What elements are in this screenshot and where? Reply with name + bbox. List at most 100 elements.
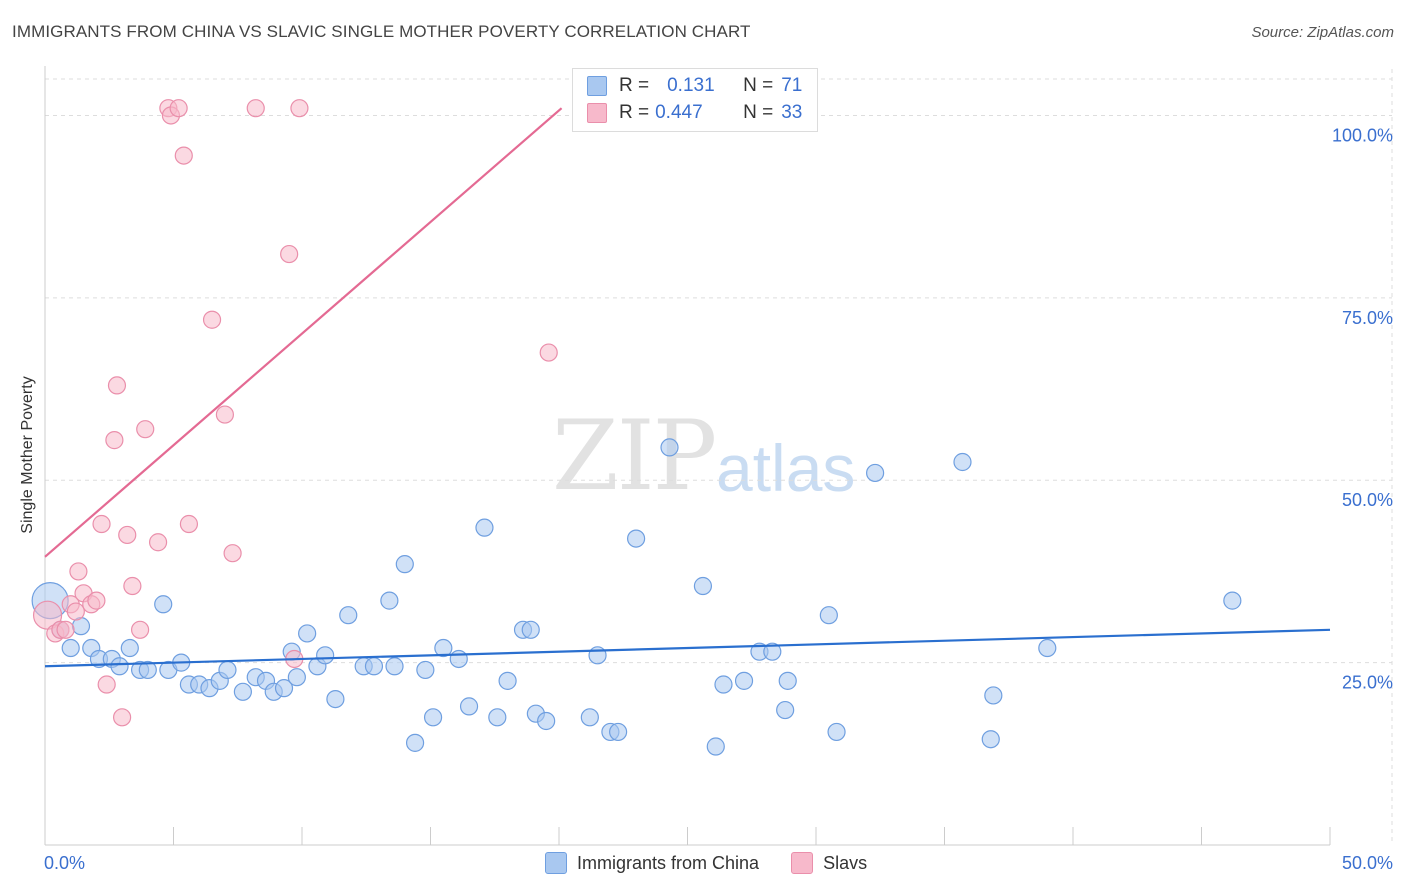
china-point	[434, 638, 453, 658]
points-layer	[31, 99, 1242, 756]
slavs-point	[123, 576, 142, 596]
slavs-point	[136, 420, 155, 439]
watermark-zip: ZIP	[552, 400, 717, 512]
slavs-point	[69, 562, 88, 581]
china-point	[580, 708, 599, 727]
china-point	[953, 452, 972, 472]
legend-row-slavs: R = 0.447 N = 33	[587, 100, 802, 126]
china-point	[475, 518, 494, 537]
china-trend-line	[44, 628, 1331, 668]
slavs-point	[148, 533, 168, 552]
china-point	[521, 620, 540, 639]
legend-r-label: R =	[619, 102, 650, 123]
china-point	[449, 649, 468, 669]
legend-swatch-slavs	[587, 103, 607, 123]
china-point	[626, 529, 646, 548]
slavs-point	[174, 146, 193, 165]
slavs-point	[202, 310, 222, 329]
china-point	[537, 711, 556, 731]
bottom-legend-china: Immigrants from China	[545, 852, 759, 874]
china-point	[274, 679, 294, 698]
china-point	[981, 730, 1000, 749]
legend-swatch-china	[545, 852, 567, 874]
china-point	[693, 576, 713, 596]
china-point	[416, 660, 435, 680]
china-point	[120, 638, 139, 658]
x-tick-label: 0.0%	[44, 853, 85, 873]
china-point	[866, 463, 885, 483]
china-point	[498, 671, 517, 690]
slavs-point	[130, 620, 150, 639]
slavs-point	[179, 514, 199, 534]
china-point	[233, 682, 252, 701]
china-point	[734, 671, 754, 690]
legend-label-slavs: Slavs	[823, 852, 868, 873]
china-point	[218, 660, 237, 680]
china-point	[714, 675, 733, 694]
china-point	[763, 642, 782, 661]
slavs-point	[107, 376, 127, 395]
slavs-point	[118, 525, 137, 545]
x-tick-label: 50.0%	[1342, 853, 1393, 873]
trend-layer	[44, 107, 1331, 668]
china-point	[298, 624, 317, 643]
china-point	[154, 595, 173, 614]
bottom-legend-slavs: Slavs	[791, 852, 867, 874]
china-point	[488, 708, 507, 727]
china-point	[380, 591, 399, 610]
china-point	[1223, 591, 1242, 610]
slavs-trend-line	[44, 107, 563, 558]
china-point	[395, 555, 414, 574]
source-label: Source: ZipAtlas.com	[1251, 24, 1394, 41]
china-point	[110, 657, 129, 676]
legend-n-value: 33	[781, 102, 803, 123]
grid-layer	[45, 69, 1393, 845]
china-point	[405, 733, 425, 752]
china-point	[1038, 638, 1057, 658]
bottom-legend: Immigrants from China Slavs	[545, 852, 899, 874]
slavs-point	[169, 99, 188, 118]
slavs-point	[112, 708, 132, 727]
china-point	[316, 646, 335, 665]
china-point	[326, 689, 345, 709]
china-point	[706, 737, 725, 756]
china-point	[819, 606, 838, 625]
y-tick-label: 100.0%	[1332, 125, 1393, 145]
china-point	[984, 686, 1003, 705]
china-point	[660, 438, 679, 457]
legend-swatch-china	[587, 76, 607, 96]
china-point	[287, 668, 306, 687]
watermark-atlas: atlas	[716, 431, 856, 505]
axis-layer	[44, 66, 1331, 846]
china-point	[827, 722, 846, 742]
china-point	[138, 660, 157, 680]
y-tick-label: 25.0%	[1342, 673, 1393, 693]
legend-swatch-slavs	[791, 852, 814, 874]
china-point	[459, 697, 479, 716]
tick-label-layer: 25.0% 50.0% 75.0% 100.0% 0.0% 50.0%	[44, 125, 1393, 873]
china-point	[385, 657, 404, 676]
china-point	[61, 638, 80, 658]
china-point	[778, 671, 797, 690]
slavs-point	[105, 431, 124, 450]
china-point	[776, 700, 795, 720]
legend-n-label: N =	[743, 75, 774, 96]
legend-box: R = 0.131 N = 71 R = 0.447 N = 33	[572, 68, 818, 132]
slavs-point	[290, 99, 309, 118]
slavs-point	[92, 514, 111, 534]
slavs-point	[97, 675, 116, 694]
chart-title: IMMIGRANTS FROM CHINA VS SLAVIC SINGLE M…	[12, 22, 751, 41]
slavs-point	[87, 591, 106, 610]
china-point	[364, 657, 384, 676]
china-point	[423, 708, 443, 727]
slavs-point	[66, 602, 85, 621]
legend-n-label: N =	[743, 102, 774, 123]
slavs-point	[215, 405, 234, 424]
slavs-point	[223, 544, 242, 563]
slavs-point	[539, 343, 558, 362]
china-point	[339, 606, 358, 625]
legend-r-value: 0.447	[655, 102, 703, 123]
legend-row-china: R = 0.131 N = 71	[587, 73, 802, 99]
slavs-point	[280, 244, 299, 264]
